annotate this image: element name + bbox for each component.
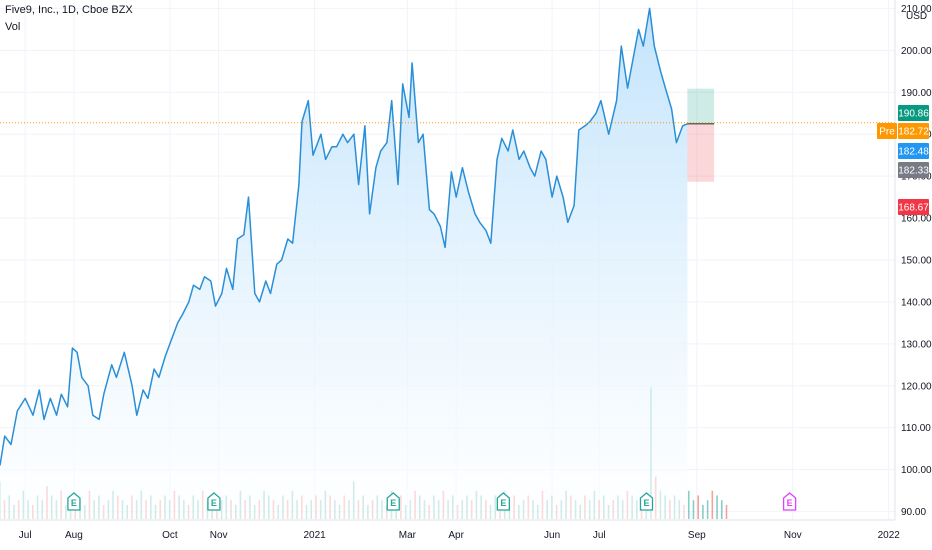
price-area — [0, 7, 688, 521]
volume-bar — [702, 504, 704, 519]
earnings-marker-label: E — [787, 498, 793, 508]
earnings-marker-label: E — [390, 498, 396, 508]
volume-bar — [692, 500, 695, 519]
volume-indicator-label[interactable]: Vol — [5, 21, 21, 33]
earnings-marker-label: E — [71, 498, 77, 508]
time-tick-label: 2021 — [303, 530, 326, 541]
time-tick-label: Nov — [210, 530, 228, 541]
time-tick-label: Jul — [593, 530, 606, 541]
time-axis-background — [0, 520, 932, 550]
volume-bar — [706, 500, 709, 519]
earnings-marker-label: E — [500, 498, 506, 508]
time-tick-label: Jun — [544, 530, 560, 541]
price-tick-label: 120.00 — [901, 381, 932, 392]
price-tick-label: 140.00 — [901, 297, 932, 308]
price-tag — [898, 162, 929, 178]
price-axis-background — [895, 0, 932, 550]
price-tag — [898, 143, 929, 159]
price-tick-label: 200.00 — [901, 46, 932, 57]
price-tick-label: 130.00 — [901, 339, 932, 350]
earnings-marker — [639, 492, 654, 511]
price-tag — [898, 105, 929, 121]
time-tick-label: Apr — [448, 530, 464, 541]
time-tick-label: Jul — [19, 530, 32, 541]
earnings-marker — [207, 492, 221, 511]
price-tick-label: 90.00 — [901, 507, 926, 518]
price-axis: 90.00 100.00 110.00 120.00 130.00 140.00 150.0… — [894, 0, 932, 550]
volume-bar — [697, 495, 699, 519]
time-tick-label: Aug — [65, 530, 83, 541]
price-tag-label: 168.67 — [898, 203, 929, 214]
volume-bar — [720, 500, 723, 519]
position-tool — [0, 88, 895, 182]
time-tick-label: Oct — [162, 530, 178, 541]
symbol-title: Five9, Inc., 1D, Cboe BZX — [5, 4, 133, 16]
position-target-zone — [687, 88, 715, 124]
position-stop-zone — [687, 123, 715, 182]
price-tag-label: 182.48 — [898, 147, 929, 158]
price-tick-label: 150.00 — [901, 256, 932, 267]
price-tag-label: 182.72 — [898, 127, 929, 138]
earnings-marker — [782, 492, 797, 511]
volume-bar — [711, 490, 714, 519]
price-tick-label: 190.00 — [901, 88, 932, 99]
premarket-tag — [877, 123, 897, 139]
price-tag — [898, 199, 929, 215]
earnings-marker — [496, 492, 510, 511]
price-tick-label: 100.00 — [901, 465, 932, 476]
price-tick-label: 110.00 — [901, 423, 931, 434]
earnings-marker-label: E — [211, 498, 217, 508]
price-line — [0, 7, 688, 466]
price-area-fill — [0, 8, 688, 521]
currency-label: USD — [906, 11, 927, 22]
price-tick-label: 210.00 — [901, 4, 932, 15]
time-axis: Jul Aug Oct Nov 2021 Mar Apr Jun Jul Sep Nov 2022 — [0, 519, 932, 550]
volume-bar — [716, 495, 718, 519]
time-tick-label: Mar — [399, 530, 417, 541]
price-tag — [898, 123, 929, 139]
earnings-marker-label: E — [643, 498, 649, 508]
earnings-marker — [67, 492, 81, 511]
volume-bar — [687, 490, 690, 519]
premarket-tag-label: Pre — [879, 127, 895, 138]
time-tick-label: 2022 — [878, 530, 901, 541]
price-tag-label: 182.33 — [898, 166, 929, 177]
volume-bar — [725, 504, 728, 519]
price-tag-label: 190.86 — [898, 109, 929, 120]
time-tick-label: Nov — [784, 530, 802, 541]
price-tick-label: 160.00 — [901, 214, 932, 225]
earnings-marker — [386, 492, 400, 511]
time-tick-label: Sep — [688, 530, 706, 541]
